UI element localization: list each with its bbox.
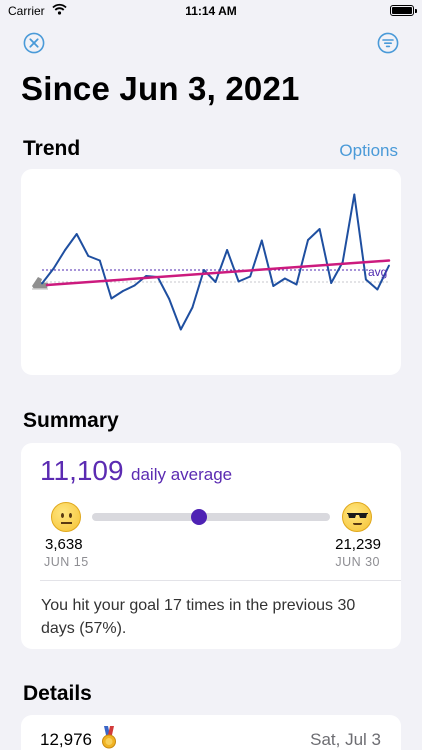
shoe-icon [32, 277, 48, 290]
trend-chart-card: avg [21, 169, 401, 375]
data-point [330, 282, 333, 284]
series-points [41, 193, 390, 331]
cool-face-icon [342, 502, 372, 532]
summary-divider [40, 580, 401, 581]
data-point [98, 259, 101, 262]
details-row[interactable]: 12,976 Sat, Jul 3 [21, 715, 401, 750]
data-point [110, 297, 113, 300]
data-point [41, 282, 43, 285]
page-title: Since Jun 3, 2021 [21, 70, 300, 107]
data-point [64, 249, 67, 251]
range-slider[interactable] [92, 509, 330, 525]
data-point [237, 280, 240, 283]
min-date: JUN 15 [44, 555, 89, 569]
data-point [388, 264, 390, 267]
trend-line [45, 259, 391, 287]
average-label: avg [368, 265, 387, 279]
detail-value: 12,976 [40, 730, 92, 749]
data-point [226, 249, 228, 251]
trend-section-title: Trend [23, 137, 81, 160]
slider-knob[interactable] [191, 509, 208, 525]
medal-icon [102, 726, 116, 749]
max-value: 21,239 [335, 536, 381, 553]
data-point [179, 328, 182, 331]
options-button[interactable]: Options [339, 141, 398, 160]
data-point [203, 269, 205, 271]
trend-chart: avg [32, 193, 391, 331]
data-point [284, 277, 286, 280]
details-section-title: Details [23, 682, 92, 705]
data-point [272, 285, 275, 287]
data-point [307, 239, 309, 241]
data-point [122, 290, 124, 292]
close-button[interactable] [23, 32, 45, 54]
data-point [353, 193, 356, 196]
average-label-text: daily average [131, 465, 233, 484]
summary-section-title: Summary [23, 409, 119, 432]
neutral-face-icon [51, 502, 81, 532]
data-point [75, 233, 78, 235]
filter-button[interactable] [377, 32, 399, 54]
data-point [376, 288, 379, 291]
min-value: 3,638 [45, 536, 83, 553]
summary-card: 11,109 daily average 3,638 JUN 15 21,239… [21, 443, 401, 649]
carrier-label: Carrier [8, 4, 45, 18]
data-point [260, 239, 263, 242]
data-point [364, 278, 367, 281]
status-bar: Carrier 11:14 AM [0, 0, 422, 24]
data-point [341, 261, 344, 263]
data-point [133, 284, 136, 287]
series-line [41, 193, 390, 331]
max-date: JUN 30 [335, 555, 380, 569]
data-point [145, 275, 147, 277]
status-time: 11:14 AM [185, 4, 237, 18]
data-point [168, 298, 171, 300]
data-point [214, 281, 217, 283]
data-point [87, 255, 90, 257]
goal-summary-text: You hit your goal 17 times in the previo… [41, 597, 356, 637]
data-point [191, 306, 194, 309]
detail-date: Sat, Jul 3 [310, 730, 381, 749]
wifi-icon [52, 3, 67, 15]
battery-icon [390, 5, 417, 16]
daily-average: 11,109 daily average [40, 455, 232, 487]
data-point [52, 267, 55, 270]
data-point [249, 275, 252, 278]
data-point [318, 228, 321, 230]
average-value: 11,109 [40, 455, 124, 486]
data-point [295, 283, 298, 286]
